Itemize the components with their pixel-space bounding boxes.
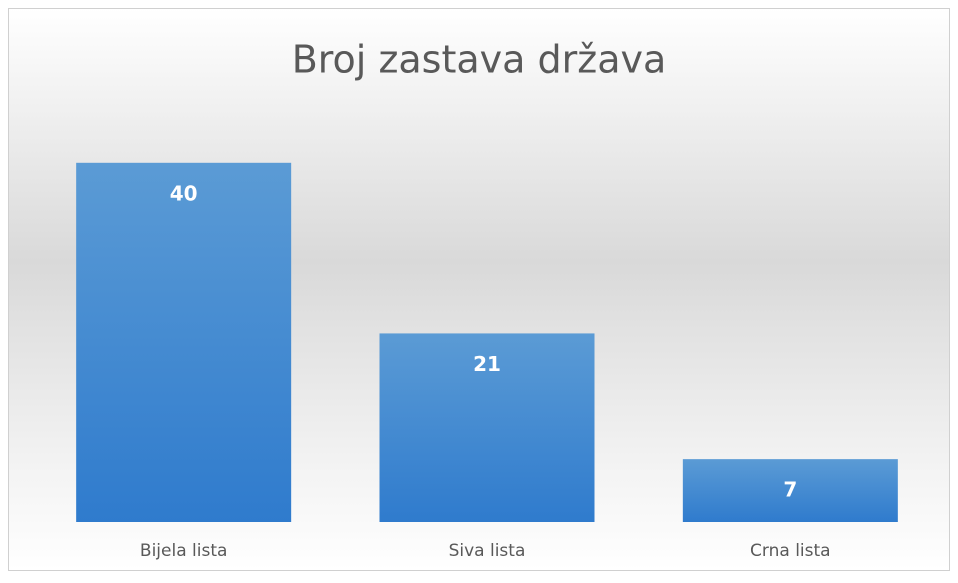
x-tick-label: Bijela lista (140, 541, 228, 561)
chart-title: Broj zastava država (292, 38, 667, 82)
x-tick-label: Siva lista (449, 541, 526, 561)
data-label: 40 (170, 181, 198, 205)
x-tick-label: Crna lista (750, 541, 831, 561)
bar (76, 162, 292, 523)
data-label: 7 (783, 478, 797, 502)
bar (682, 459, 898, 522)
data-label: 21 (473, 352, 501, 376)
bar (379, 333, 595, 522)
